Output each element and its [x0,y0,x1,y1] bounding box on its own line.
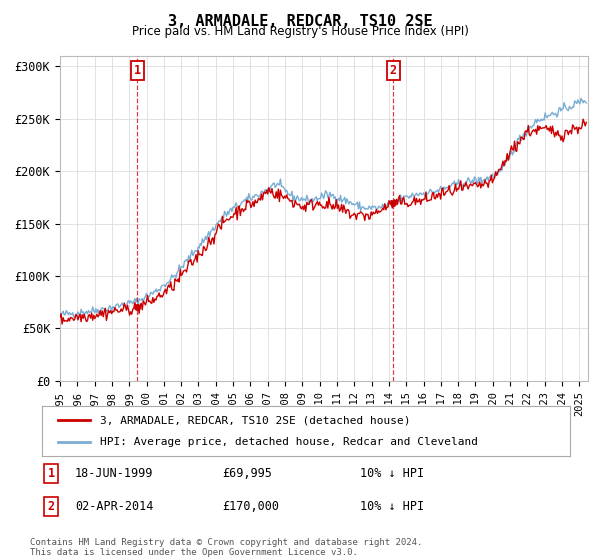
Text: 02-APR-2014: 02-APR-2014 [75,500,154,514]
Text: Price paid vs. HM Land Registry's House Price Index (HPI): Price paid vs. HM Land Registry's House … [131,25,469,38]
Text: 3, ARMADALE, REDCAR, TS10 2SE: 3, ARMADALE, REDCAR, TS10 2SE [167,14,433,29]
Text: 18-JUN-1999: 18-JUN-1999 [75,466,154,480]
Text: £69,995: £69,995 [222,466,272,480]
Text: 2: 2 [47,500,55,514]
Text: £170,000: £170,000 [222,500,279,514]
Text: 1: 1 [47,466,55,480]
Text: 10% ↓ HPI: 10% ↓ HPI [360,466,424,480]
Text: 1: 1 [134,64,141,77]
Text: 10% ↓ HPI: 10% ↓ HPI [360,500,424,514]
Text: 2: 2 [389,64,397,77]
Text: HPI: Average price, detached house, Redcar and Cleveland: HPI: Average price, detached house, Redc… [100,437,478,447]
Text: Contains HM Land Registry data © Crown copyright and database right 2024.
This d: Contains HM Land Registry data © Crown c… [30,538,422,557]
Text: 3, ARMADALE, REDCAR, TS10 2SE (detached house): 3, ARMADALE, REDCAR, TS10 2SE (detached … [100,415,410,425]
